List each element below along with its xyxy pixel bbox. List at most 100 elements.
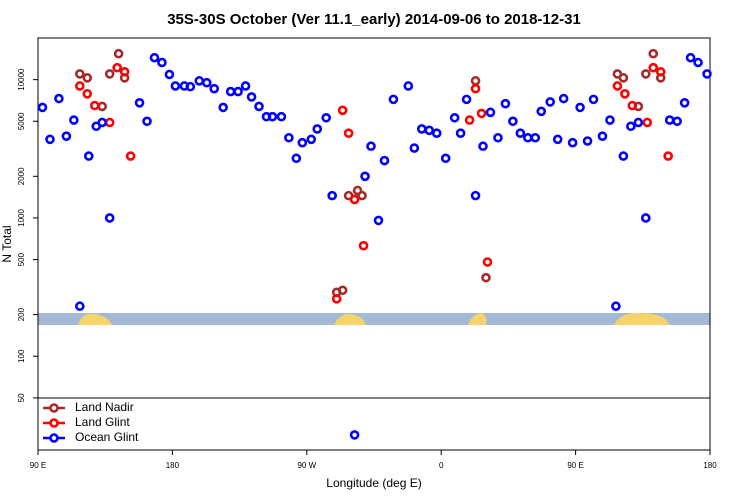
point: [482, 257, 493, 267]
point: [523, 132, 533, 143]
point: [588, 94, 599, 105]
legend-marker: [49, 433, 59, 443]
point: [291, 153, 302, 164]
point: [552, 134, 563, 145]
point: [104, 117, 115, 128]
point: [185, 81, 196, 92]
point: [409, 143, 420, 153]
point: [455, 128, 466, 138]
point: [672, 116, 682, 127]
point: [276, 111, 287, 122]
point: [530, 132, 541, 143]
point: [327, 190, 337, 201]
point: [470, 190, 481, 201]
point: [640, 213, 651, 223]
point: [449, 112, 460, 123]
point: [142, 116, 152, 127]
point: [627, 100, 638, 111]
point: [470, 76, 481, 86]
x-tick-label: 0: [439, 461, 444, 470]
point: [75, 81, 85, 91]
point: [485, 107, 496, 118]
point: [349, 430, 360, 440]
point: [618, 151, 629, 161]
point: [373, 215, 384, 226]
point: [349, 194, 360, 205]
point: [431, 128, 442, 138]
point: [104, 213, 115, 223]
point: [470, 83, 481, 94]
point: [685, 52, 696, 63]
point: [45, 134, 55, 145]
y-tick-label: 2000: [17, 167, 26, 185]
legend-marker: [49, 403, 59, 413]
point: [54, 93, 64, 104]
point: [218, 102, 228, 113]
point: [240, 81, 251, 91]
point: [493, 132, 503, 143]
point: [366, 141, 376, 152]
point: [424, 125, 435, 136]
point: [461, 94, 472, 105]
point: [75, 69, 85, 79]
legend-marker: [49, 418, 59, 428]
point: [337, 285, 348, 296]
point: [702, 69, 712, 79]
legend-label: Land Nadir: [75, 400, 134, 414]
map-strip: [38, 312, 710, 325]
point: [125, 151, 136, 161]
y-tick-label: 500: [17, 252, 26, 266]
point: [575, 102, 585, 113]
point: [648, 62, 659, 73]
point: [464, 115, 475, 125]
point: [618, 73, 629, 83]
point: [97, 101, 108, 112]
x-tick-label: 90 E: [30, 461, 46, 470]
point: [663, 151, 673, 161]
point: [112, 62, 122, 73]
point: [89, 100, 100, 111]
point: [331, 294, 342, 304]
point: [664, 115, 675, 125]
point: [267, 111, 278, 122]
point: [648, 48, 659, 59]
point: [246, 92, 257, 102]
chart-title: 35S-30S October (Ver 11.1_early) 2014-09…: [167, 11, 581, 28]
point: [655, 66, 666, 77]
point: [170, 81, 181, 91]
y-tick-label: 5000: [17, 112, 26, 130]
point: [312, 124, 323, 134]
point: [284, 132, 294, 143]
point: [37, 102, 48, 113]
point: [640, 69, 651, 79]
point: [620, 88, 630, 99]
point: [440, 153, 451, 164]
point: [357, 190, 367, 201]
point: [358, 240, 369, 251]
point: [508, 116, 518, 127]
y-tick-label: 200: [17, 307, 26, 321]
point: [476, 108, 487, 119]
point: [416, 124, 427, 134]
y-axis-label: N Total: [0, 225, 14, 262]
point: [225, 86, 236, 97]
point: [679, 98, 690, 108]
point: [233, 86, 243, 97]
point: [558, 93, 569, 104]
point: [626, 121, 636, 132]
point: [515, 128, 526, 138]
point: [693, 57, 703, 68]
point: [75, 301, 85, 312]
point: [83, 151, 94, 161]
point: [582, 136, 593, 146]
point: [164, 69, 175, 80]
x-tick-label: 90 E: [567, 461, 583, 470]
point: [379, 155, 390, 166]
x-tick-label: 90 W: [297, 461, 316, 470]
point: [536, 106, 547, 117]
point: [612, 81, 623, 91]
point: [611, 301, 621, 312]
point: [306, 134, 317, 145]
point: [337, 105, 348, 116]
point: [567, 137, 578, 148]
